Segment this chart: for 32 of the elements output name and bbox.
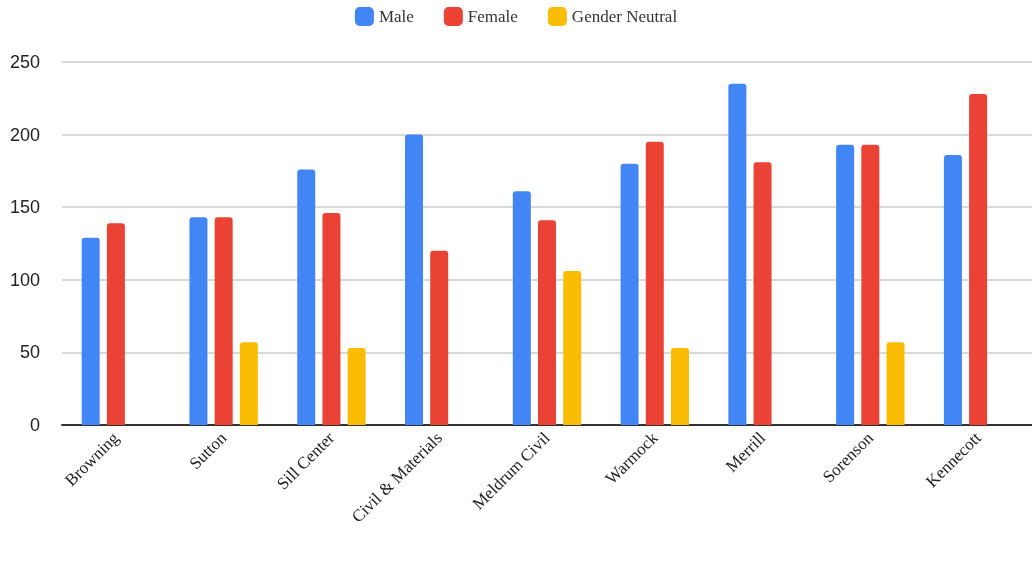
bar	[836, 144, 855, 425]
bar	[645, 141, 664, 425]
legend-label: Female	[467, 7, 518, 26]
bar	[347, 348, 366, 425]
y-tick-label: 250	[9, 52, 40, 72]
bar	[538, 220, 556, 425]
bar	[861, 144, 880, 425]
bar	[728, 83, 747, 425]
bar	[189, 217, 208, 425]
bar	[563, 271, 582, 425]
bar	[753, 162, 772, 425]
bar	[969, 93, 988, 425]
legend-label: Gender Neutral	[571, 7, 678, 26]
y-tick-label: 0	[29, 415, 40, 435]
y-tick-label: 100	[9, 269, 40, 290]
bar	[512, 191, 531, 425]
legend-label: Male	[378, 7, 414, 26]
bar	[81, 237, 100, 425]
bar	[405, 134, 424, 425]
bar	[322, 213, 341, 425]
y-tick-label: 50	[19, 342, 40, 363]
y-tick-label: 200	[9, 124, 40, 145]
bar	[943, 154, 962, 425]
bar	[297, 169, 316, 425]
bar	[430, 250, 449, 425]
bar	[106, 223, 125, 425]
bar	[239, 342, 258, 425]
y-tick-label: 150	[9, 197, 40, 218]
bar	[620, 163, 639, 425]
bar	[214, 217, 233, 425]
bar	[886, 342, 905, 425]
bar	[670, 348, 689, 425]
